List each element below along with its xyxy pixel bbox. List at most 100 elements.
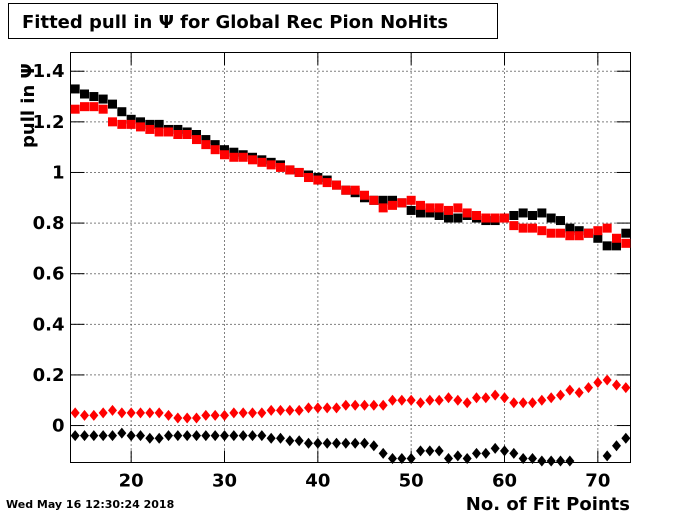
square-marker <box>98 94 108 104</box>
square-marker <box>584 228 593 238</box>
square-marker <box>117 119 127 129</box>
diamond-marker <box>210 409 220 421</box>
square-marker <box>154 119 164 129</box>
square-marker <box>406 195 416 205</box>
diamond-marker <box>332 402 341 414</box>
square-marker <box>145 124 155 134</box>
square-marker <box>285 165 295 175</box>
square-marker <box>304 173 313 183</box>
square-marker <box>210 145 220 155</box>
square-marker <box>192 135 201 145</box>
square-marker <box>490 213 500 223</box>
square-marker <box>70 104 80 114</box>
diamond-marker <box>294 435 304 447</box>
diamond-marker <box>434 394 444 406</box>
square-marker <box>453 213 463 223</box>
square-marker <box>229 147 239 157</box>
square-marker <box>341 185 351 195</box>
diamond-marker <box>266 404 276 416</box>
square-marker <box>266 160 276 170</box>
diamond-marker <box>220 409 229 421</box>
diamond-marker <box>481 447 491 459</box>
diamond-marker <box>164 430 173 442</box>
square-marker <box>136 122 145 132</box>
diamond-marker <box>98 407 108 419</box>
square-marker <box>593 226 603 236</box>
square-marker <box>556 228 565 238</box>
square-marker <box>593 233 603 243</box>
diamond-marker <box>472 447 481 459</box>
diamond-marker <box>350 399 360 411</box>
diamond-marker <box>453 394 463 406</box>
diamond-marker <box>397 394 407 406</box>
diamond-marker <box>136 407 145 419</box>
diamond-marker <box>462 452 472 464</box>
diamond-marker <box>117 427 127 439</box>
diamond-marker <box>276 432 285 444</box>
diamond-marker <box>248 430 257 442</box>
diamond-marker <box>108 430 117 442</box>
diamond-marker <box>425 445 435 457</box>
x-tick-label: 40 <box>305 471 330 492</box>
diamond-marker <box>388 394 397 406</box>
diamond-marker <box>462 397 472 409</box>
square-marker <box>70 84 80 94</box>
diamond-marker <box>406 452 416 464</box>
square-marker <box>80 89 89 99</box>
timestamp: Wed May 16 12:30:24 2018 <box>6 498 174 511</box>
square-marker <box>126 119 136 129</box>
square-marker <box>369 195 379 205</box>
square-marker <box>117 107 127 117</box>
diamond-marker <box>248 407 257 419</box>
square-marker <box>248 155 257 165</box>
square-marker <box>602 223 612 233</box>
square-marker <box>537 226 547 236</box>
square-marker <box>220 145 229 155</box>
diamond-marker <box>229 430 239 442</box>
diamond-marker <box>80 430 89 442</box>
y-tick-label: 0 <box>52 416 65 437</box>
x-axis-label: No. of Fit Points <box>466 494 630 514</box>
square-marker <box>425 208 435 218</box>
square-marker <box>378 203 388 213</box>
diamond-marker <box>444 392 453 404</box>
diamond-marker <box>472 392 481 404</box>
y-tick-label: 1.4 <box>33 61 65 82</box>
diamond-marker <box>192 412 201 424</box>
diamond-marker <box>173 412 183 424</box>
frame <box>70 52 631 463</box>
diamond-marker <box>500 445 509 457</box>
diamond-marker <box>201 430 211 442</box>
y-tick-label: 0.8 <box>33 213 65 234</box>
diamond-marker <box>378 399 388 411</box>
square-marker <box>136 117 145 127</box>
y-tick-label: 1.2 <box>33 112 65 133</box>
diamond-marker <box>518 397 528 409</box>
square-marker <box>472 210 481 220</box>
diamond-marker <box>145 407 155 419</box>
diamond-marker <box>546 392 556 404</box>
square-marker <box>229 152 239 162</box>
square-marker <box>313 175 323 185</box>
square-marker <box>332 180 341 190</box>
square-marker <box>360 190 369 200</box>
square-marker <box>574 231 584 241</box>
diamond-marker <box>229 407 239 419</box>
square-marker <box>388 195 397 205</box>
square-marker <box>546 228 556 238</box>
diamond-marker <box>304 437 313 449</box>
square-marker <box>434 203 444 213</box>
diamond-marker <box>182 430 192 442</box>
square-marker <box>528 210 537 220</box>
diamond-marker <box>126 430 136 442</box>
diamond-marker <box>238 430 248 442</box>
diamond-marker <box>434 445 444 457</box>
square-marker <box>201 140 211 150</box>
square-marker <box>425 203 435 213</box>
square-marker <box>126 114 136 124</box>
diamond-marker <box>565 384 575 396</box>
x-tick-label: 60 <box>492 471 517 492</box>
diamond-marker <box>98 430 108 442</box>
square-marker <box>416 200 425 210</box>
diamond-marker <box>565 455 575 467</box>
